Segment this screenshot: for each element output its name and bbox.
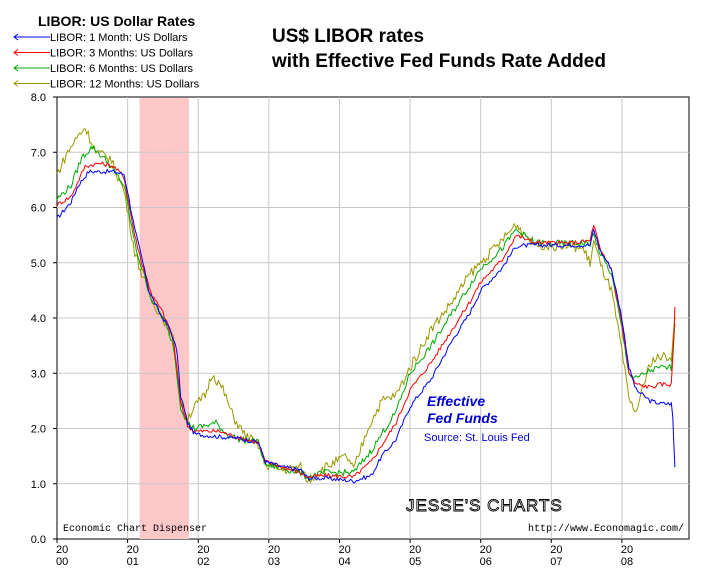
x-tick-label-year: 20 — [621, 544, 633, 556]
chart-subtitle: with Effective Fed Funds Rate Added — [271, 51, 606, 72]
x-tick-label-year: 20 — [338, 544, 350, 556]
legend-label: LIBOR: 1 Month: US Dollars — [50, 32, 188, 44]
series-line-1-month — [56, 168, 676, 484]
y-tick-label: 3.0 — [31, 368, 46, 380]
y-tick-label: 2.0 — [31, 424, 46, 436]
y-tick-label: 7.0 — [31, 147, 46, 159]
series-line-3-months — [56, 161, 676, 479]
annotation-source: Source: St. Louis Fed — [424, 432, 530, 444]
legend-title: LIBOR: US Dollar Rates — [38, 13, 195, 29]
footer-left: Economic Chart Dispenser — [63, 523, 207, 535]
x-tick-label-sub: 06 — [480, 556, 492, 568]
legend-arrow-icon — [13, 33, 19, 41]
x-tick-label-sub: 00 — [56, 556, 68, 568]
y-tick-label: 5.0 — [31, 258, 46, 270]
legend-arrow-icon — [13, 49, 19, 56]
x-tick-label-year: 20 — [480, 544, 492, 556]
x-tick-label-year: 20 — [409, 544, 421, 556]
annotation-fed-funds-2: Fed Funds — [427, 410, 498, 426]
legend-item: LIBOR: 6 Months: US Dollars — [13, 63, 194, 75]
x-tick-label-sub: 01 — [127, 556, 139, 568]
footer-right: http://www.Economagic.com/ — [528, 523, 684, 535]
legend: LIBOR: US Dollar Rates LIBOR: 1 Month: U… — [13, 13, 200, 91]
grid — [57, 97, 689, 539]
watermark-jesses-charts: JESSE'S CHARTS — [406, 496, 563, 515]
legend-arrow-icon — [13, 80, 19, 87]
annotation-fed-funds-1: Effective — [427, 393, 485, 409]
legend-item: LIBOR: 12 Months: US Dollars — [13, 79, 200, 91]
legend-label: LIBOR: 6 Months: US Dollars — [50, 63, 194, 75]
chart-title: US$ LIBOR rates — [272, 26, 424, 47]
series-group — [56, 128, 676, 484]
legend-label: LIBOR: 12 Months: US Dollars — [50, 79, 200, 91]
x-tick-label-year: 20 — [550, 544, 562, 556]
y-tick-label: 0.0 — [31, 534, 46, 546]
y-tick-label: 4.0 — [31, 313, 46, 325]
x-tick-label-year: 20 — [56, 544, 68, 556]
x-tick-label-sub: 08 — [621, 556, 633, 568]
y-tick-label: 8.0 — [31, 92, 46, 104]
y-tick-label: 1.0 — [31, 479, 46, 491]
x-tick-label-year: 20 — [127, 544, 139, 556]
legend-arrow-icon — [13, 64, 19, 72]
y-axis: 0.0 1.0 2.0 3.0 4.0 5.0 6.0 7.0 8.0 — [31, 92, 57, 546]
x-tick-label-sub: 04 — [338, 556, 350, 568]
x-tick-label-year: 20 — [197, 544, 209, 556]
x-tick-label-sub: 07 — [550, 556, 562, 568]
x-tick-label-year: 20 — [268, 544, 280, 556]
legend-label: LIBOR: 3 Months: US Dollars — [50, 48, 194, 60]
y-tick-label: 6.0 — [31, 203, 46, 215]
x-tick-label-sub: 05 — [409, 556, 421, 568]
x-tick-label-sub: 03 — [268, 556, 280, 568]
legend-item: LIBOR: 3 Months: US Dollars — [13, 48, 194, 60]
legend-item: LIBOR: 1 Month: US Dollars — [13, 32, 188, 44]
x-tick-label-sub: 02 — [197, 556, 209, 568]
